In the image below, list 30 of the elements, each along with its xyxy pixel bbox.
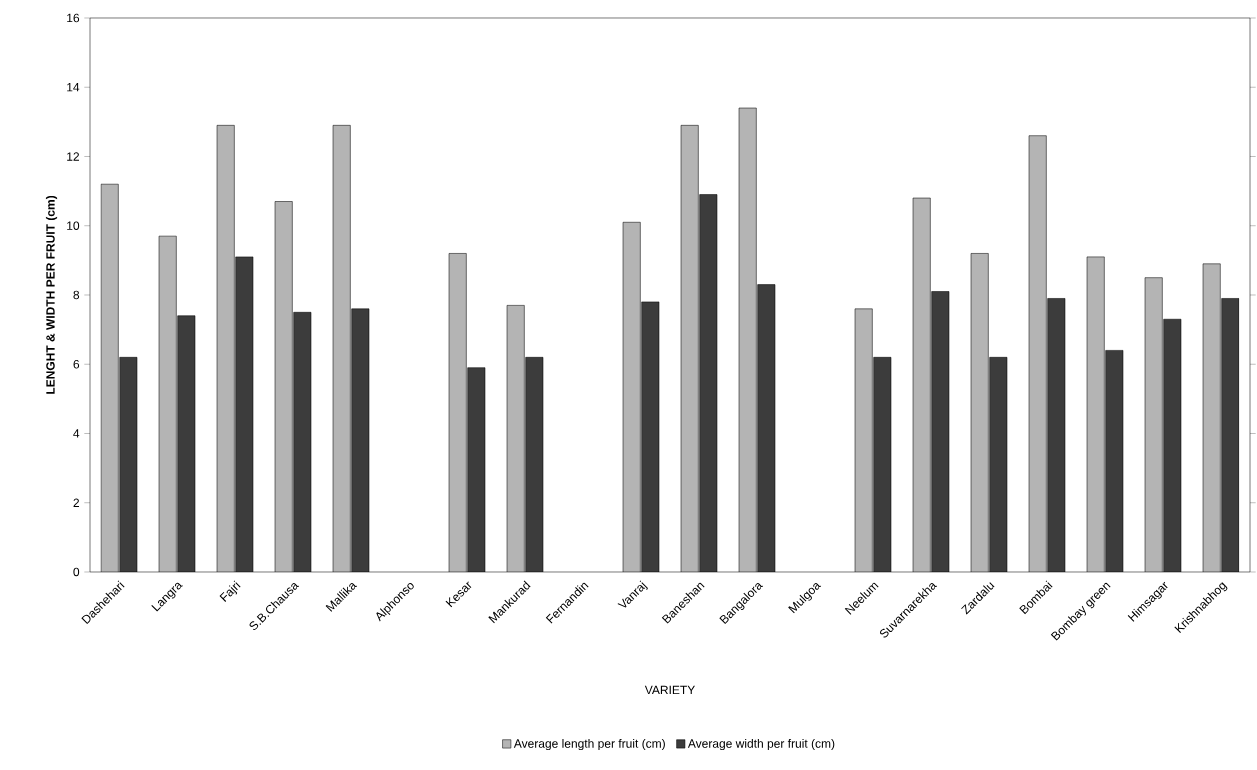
legend-label: Average length per fruit (cm) <box>513 738 665 751</box>
bar <box>332 125 351 572</box>
bar <box>158 235 177 572</box>
bar <box>448 253 467 572</box>
bar <box>1086 256 1105 572</box>
bar <box>680 125 699 572</box>
y-tick-label: 6 <box>73 359 80 369</box>
bar <box>1028 135 1047 572</box>
bar <box>738 107 757 572</box>
bar <box>100 183 119 572</box>
y-tick-label: 8 <box>73 290 80 300</box>
bar <box>216 125 235 572</box>
y-tick-label: 10 <box>67 221 80 230</box>
bar <box>1202 263 1221 572</box>
bar <box>970 253 989 572</box>
bar <box>1144 277 1163 572</box>
y-tick-label: 12 <box>67 152 79 161</box>
x-axis-title: VARIETY <box>644 685 695 695</box>
bar <box>506 305 525 572</box>
y-tick-label: 4 <box>73 429 80 438</box>
legend-label: Average width per fruit (cm) <box>687 738 835 751</box>
bar <box>912 197 931 572</box>
y-tick-label: 16 <box>67 13 80 23</box>
bar <box>854 308 873 572</box>
y-tick-label: 14 <box>67 83 80 92</box>
y-tick-label: 2 <box>73 498 79 507</box>
y-axis-title: LENGHT & WIDTH PER FRUIT (cm) <box>45 195 58 394</box>
bar <box>274 201 293 572</box>
bar <box>622 222 641 572</box>
y-tick-label: 0 <box>73 567 80 577</box>
